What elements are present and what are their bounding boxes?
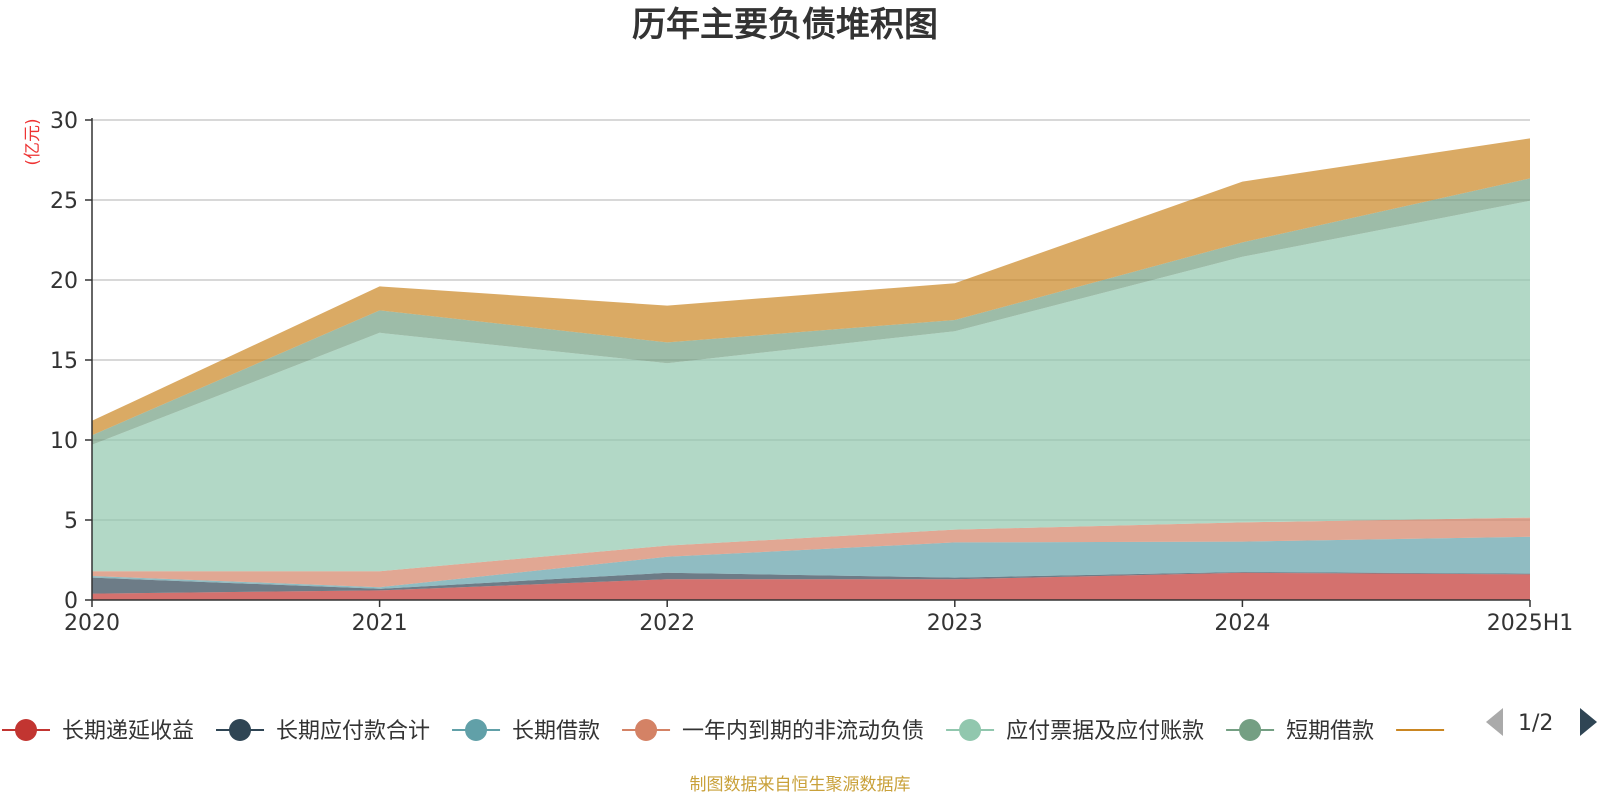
data-source-note: 制图数据来自恒生聚源数据库 <box>690 775 911 795</box>
legend-item[interactable]: 应付票据及应付账款 <box>946 719 1204 744</box>
legend-label: 应付票据及应付账款 <box>1006 719 1204 744</box>
area-series-6 <box>92 138 1530 436</box>
legend-item[interactable]: 长期应付款合计 <box>216 719 430 744</box>
y-tick-label: 0 <box>64 589 78 614</box>
legend-next-page-icon[interactable] <box>1580 708 1597 736</box>
y-tick-label: 25 <box>50 189 78 214</box>
x-tick-label: 2023 <box>927 611 983 636</box>
area-series-4 <box>92 200 1530 572</box>
legend: 长期递延收益 长期应付款合计 长期借款 一年内到期的非流动负债 应付票据及应付账款 短期借… <box>2 719 1445 744</box>
legend-item[interactable]: 短期借款 <box>1226 719 1374 744</box>
area-series-1 <box>92 572 1530 594</box>
legend-item[interactable]: 长期借款 <box>452 719 600 744</box>
axes: 0 5 10 15 20 25 30 2020 2021 2022 2023 2024 2025H1 <box>50 109 1573 636</box>
legend-marker-circle-icon <box>15 719 37 741</box>
legend-label: 短期借款 <box>1286 719 1374 744</box>
legend-label: 一年内到期的非流动负债 <box>682 719 924 744</box>
y-axis-unit-label: (亿元) <box>23 118 43 165</box>
legend-marker-circle-icon <box>1239 719 1262 741</box>
x-tick-label: 2020 <box>64 611 120 636</box>
y-tick-label: 10 <box>50 429 78 454</box>
legend-item[interactable]: 一年内到期的非流动负债 <box>622 719 924 744</box>
area-series-5 <box>92 178 1530 445</box>
area-series-2 <box>92 536 1530 589</box>
area-series-3 <box>92 517 1530 588</box>
y-tick-label: 5 <box>64 509 78 534</box>
legend-prev-page-icon[interactable] <box>1486 708 1503 736</box>
area-series-group <box>92 138 1530 600</box>
y-tick-label: 15 <box>50 349 78 374</box>
legend-item[interactable]: 长期递延收益 <box>2 719 194 744</box>
legend-pager: 1/2 <box>1486 708 1597 736</box>
legend-marker-circle-icon <box>635 719 658 741</box>
area-series-0 <box>92 572 1530 600</box>
y-tick-label: 30 <box>50 109 78 134</box>
x-tick-label: 2022 <box>639 611 695 636</box>
legend-label: 长期借款 <box>512 719 600 744</box>
legend-page-indicator: 1/2 <box>1518 711 1553 736</box>
legend-marker-circle-icon <box>465 719 488 741</box>
x-tick-label: 2025H1 <box>1487 611 1574 636</box>
legend-marker-circle-icon <box>229 719 252 741</box>
x-tick-label: 2021 <box>352 611 408 636</box>
chart-title: 历年主要负债堆积图 <box>632 5 938 45</box>
legend-label: 长期递延收益 <box>62 719 194 744</box>
x-tick-label: 2024 <box>1214 611 1270 636</box>
legend-marker-circle-icon <box>959 719 982 741</box>
legend-label: 长期应付款合计 <box>276 719 430 744</box>
y-tick-label: 20 <box>50 269 78 294</box>
